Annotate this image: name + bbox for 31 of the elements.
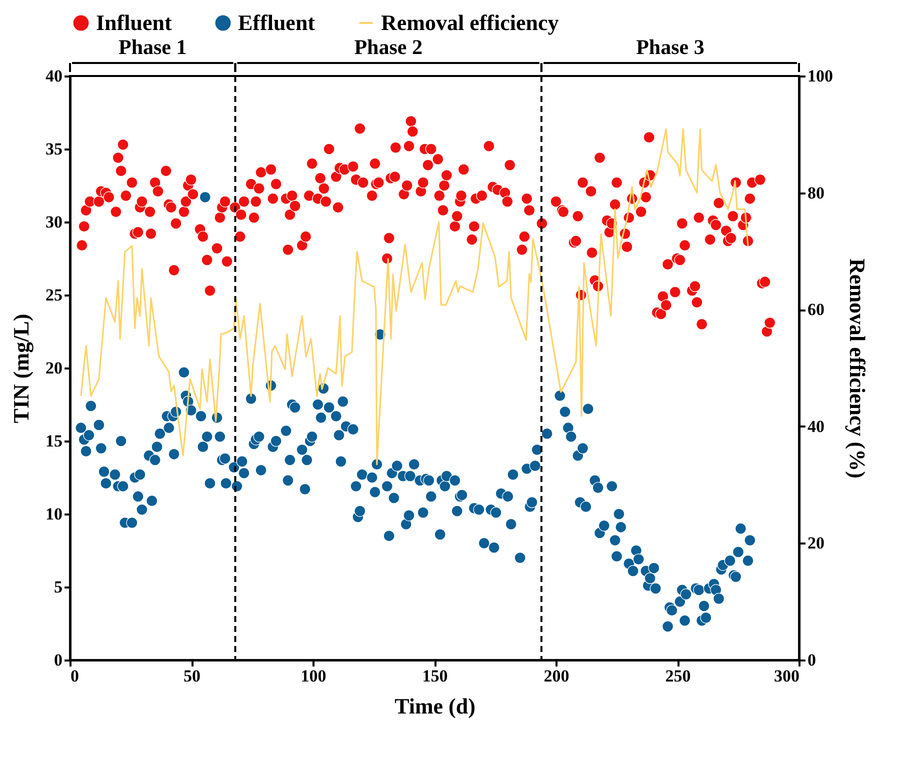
x-tick-label: 0: [70, 666, 79, 686]
y-tick-label: 25: [46, 286, 62, 304]
x-tick-label: 250: [665, 666, 691, 686]
x-axis-title: Time (d): [394, 694, 476, 718]
text: Phase 1: [118, 35, 187, 59]
legend-label: Influent: [96, 10, 172, 35]
y2-tick-label: 40: [808, 416, 824, 436]
x-tick-label: 200: [544, 666, 570, 686]
legend-label: Removal efficiency: [381, 10, 559, 35]
y2-tick-label: 20: [808, 534, 824, 553]
y-tick-label: 15: [46, 432, 62, 450]
text: Phase 2: [354, 35, 422, 59]
legend-label: Effluent: [238, 10, 316, 35]
y2-tick-label: 60: [808, 300, 824, 320]
y2-axis-title: Removal efficiency (%): [845, 258, 870, 478]
y2-tick-label: 80: [808, 183, 824, 202]
x-tick-label: 100: [300, 666, 326, 686]
y-tick-label: 30: [46, 212, 62, 232]
x-tick-label: 300: [774, 666, 800, 686]
y2-tick-label: 0: [808, 650, 816, 670]
x-tick-label: 150: [422, 666, 448, 686]
y-tick-label: 5: [54, 578, 62, 596]
y-tick-label: 20: [46, 358, 62, 378]
y-tick-label: 10: [46, 504, 62, 524]
x-tick-label: 50: [184, 666, 200, 686]
y2-tick-label: 100: [808, 66, 833, 86]
y-tick-label: 40: [46, 66, 62, 86]
text: Phase 3: [636, 35, 704, 59]
y-tick-label: 35: [46, 140, 62, 158]
y-tick-label: 0: [54, 650, 62, 670]
y-axis-title: TIN (mg/L): [8, 314, 34, 424]
